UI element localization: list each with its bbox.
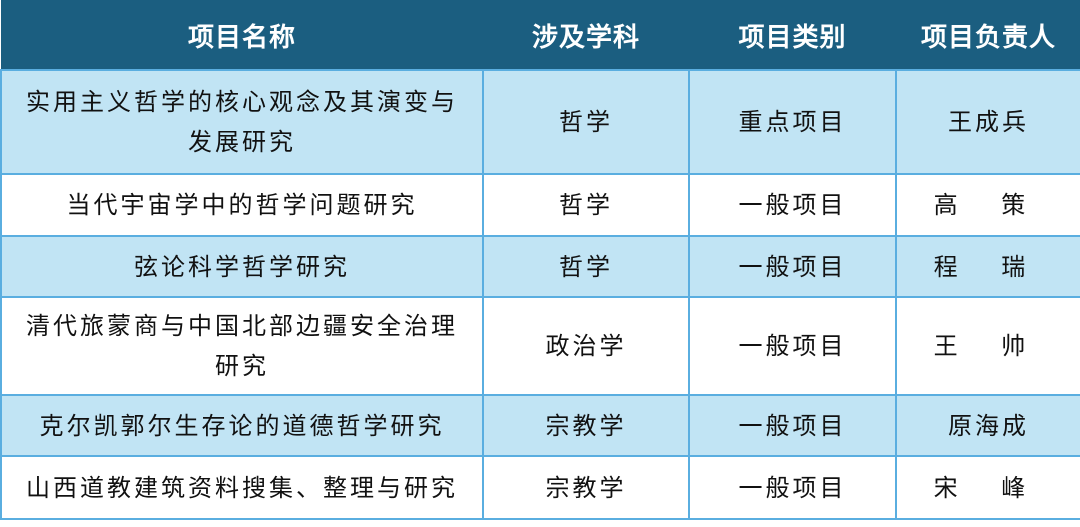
table-row: 克尔凯郭尔生存论的道德哲学研究 宗教学 一般项目 原海成: [0, 394, 1080, 457]
subject: 政治学: [482, 296, 690, 396]
table-row: 山西道教建筑资料搜集、整理与研究 宗教学 一般项目 宋 峰: [0, 455, 1080, 520]
leader: 王成兵: [895, 69, 1080, 175]
subject: 哲学: [482, 173, 690, 237]
header-subject: 涉及学科: [483, 0, 689, 71]
project-name: 清代旅蒙商与中国北部边疆安全治理研究: [0, 296, 484, 396]
subject: 哲学: [482, 235, 690, 298]
header-leader: 项目负责人: [896, 0, 1080, 71]
category: 一般项目: [688, 235, 897, 298]
header-row: 项目名称 涉及学科 项目类别 项目负责人: [1, 0, 1080, 71]
leader: 王 帅: [895, 296, 1080, 396]
category: 一般项目: [688, 296, 897, 396]
header-category: 项目类别: [689, 0, 896, 71]
category: 一般项目: [688, 394, 897, 457]
project-name: 山西道教建筑资料搜集、整理与研究: [0, 455, 484, 520]
category: 一般项目: [688, 173, 897, 237]
table-row: 实用主义哲学的核心观念及其演变与发展研究 哲学 重点项目 王成兵: [0, 69, 1080, 175]
leader: 宋 峰: [895, 455, 1080, 520]
project-name: 当代宇宙学中的哲学问题研究: [0, 173, 484, 237]
category: 一般项目: [688, 455, 897, 520]
subject: 宗教学: [482, 455, 690, 520]
leader: 原海成: [895, 394, 1080, 457]
project-name: 实用主义哲学的核心观念及其演变与发展研究: [0, 69, 484, 175]
header-project-name: 项目名称: [1, 0, 483, 71]
leader: 高 策: [895, 173, 1080, 237]
subject: 哲学: [482, 69, 690, 175]
project-name: 克尔凯郭尔生存论的道德哲学研究: [0, 394, 484, 457]
table-row: 清代旅蒙商与中国北部边疆安全治理研究 政治学 一般项目 王 帅: [0, 296, 1080, 396]
leader: 程 瑞: [895, 235, 1080, 298]
table-row: 当代宇宙学中的哲学问题研究 哲学 一般项目 高 策: [0, 173, 1080, 237]
project-name: 弦论科学哲学研究: [0, 235, 484, 298]
category: 重点项目: [688, 69, 897, 175]
table-row: 弦论科学哲学研究 哲学 一般项目 程 瑞: [0, 235, 1080, 298]
subject: 宗教学: [482, 394, 690, 457]
